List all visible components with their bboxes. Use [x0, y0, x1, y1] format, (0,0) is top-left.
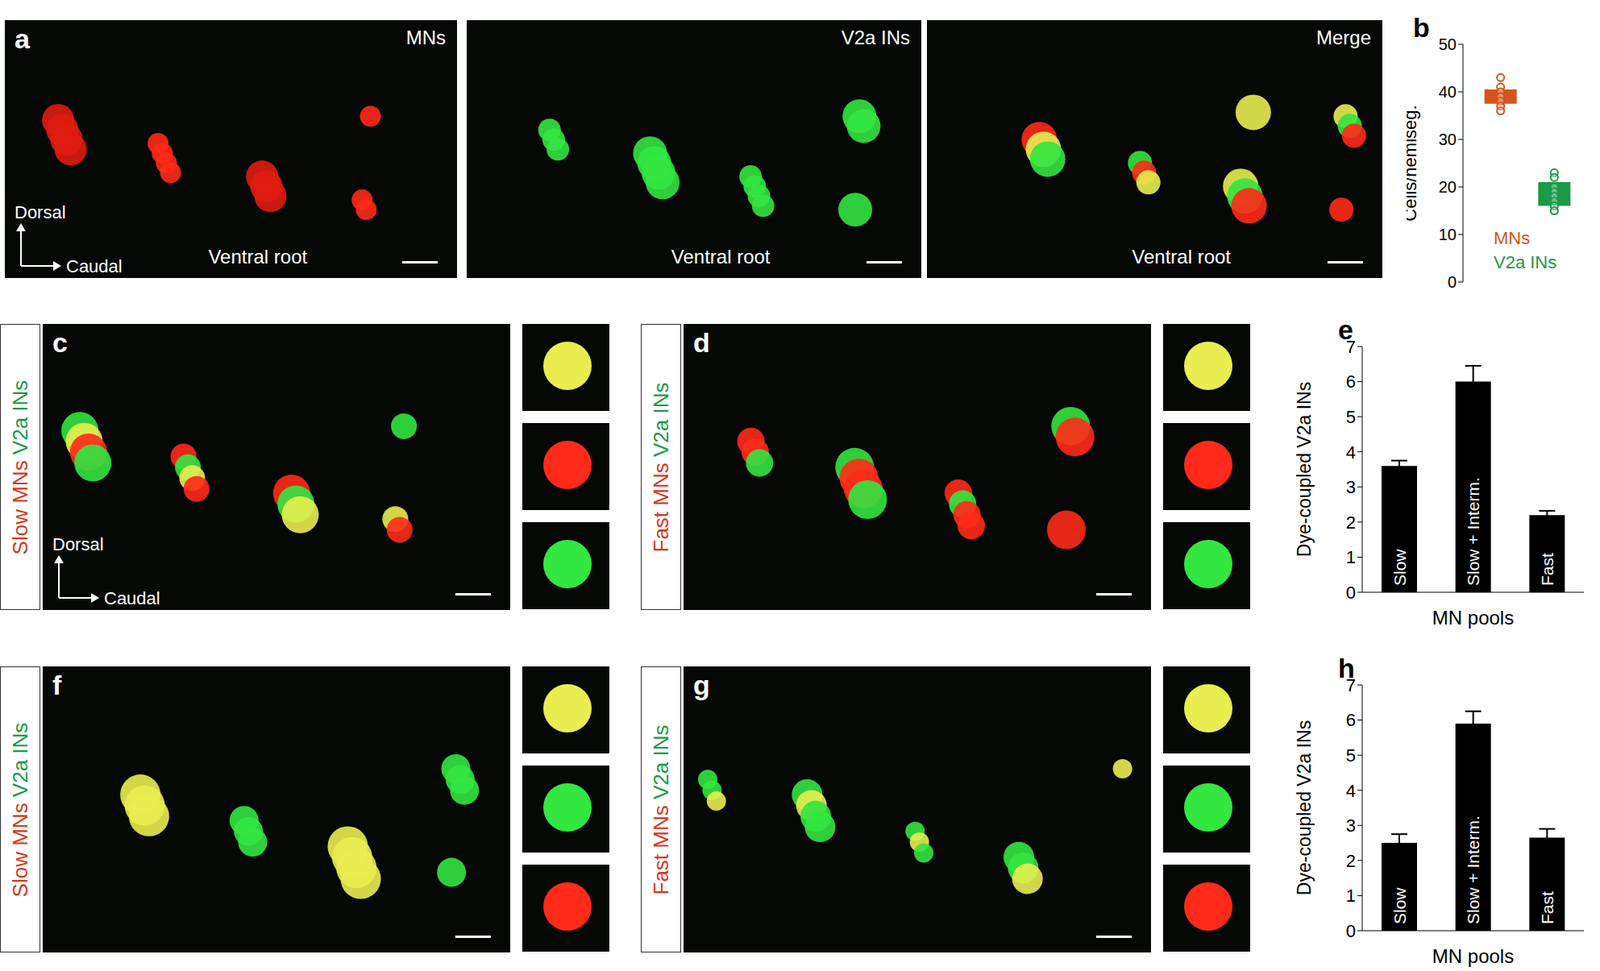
svg-text:3: 3	[1346, 477, 1356, 498]
svg-text:6: 6	[1346, 710, 1356, 731]
svg-text:0: 0	[1346, 582, 1356, 603]
svg-text:Dye-coupled V2a INs: Dye-coupled V2a INs	[1293, 720, 1315, 896]
svg-text:7: 7	[1346, 675, 1356, 696]
svg-text:1: 1	[1346, 885, 1356, 906]
svg-text:7: 7	[1346, 336, 1356, 358]
svg-text:6: 6	[1346, 371, 1356, 392]
svg-text:Fast: Fast	[1537, 891, 1557, 925]
svg-text:Dorsal: Dorsal	[52, 534, 104, 555]
svg-text:Dorsal: Dorsal	[14, 202, 67, 223]
svg-text:Dye-coupled V2a INs: Dye-coupled V2a INs	[1293, 382, 1315, 557]
svg-text:10: 10	[1438, 225, 1457, 244]
svg-text:2: 2	[1346, 512, 1356, 533]
svg-text:4: 4	[1346, 781, 1356, 802]
svg-text:MN pools: MN pools	[1432, 945, 1514, 968]
svg-text:Cells/hemiseg.: Cells/hemiseg.	[1406, 104, 1421, 221]
svg-text:Caudal: Caudal	[103, 588, 161, 609]
svg-text:1: 1	[1346, 547, 1356, 568]
svg-text:5: 5	[1346, 745, 1356, 766]
svg-text:20: 20	[1438, 178, 1457, 196]
svg-text:40: 40	[1438, 83, 1457, 101]
svg-text:30: 30	[1438, 130, 1457, 149]
svg-text:3: 3	[1346, 815, 1356, 836]
svg-text:Slow + Interm.: Slow + Interm.	[1463, 477, 1483, 586]
svg-text:Fast: Fast	[1537, 552, 1557, 586]
svg-text:0: 0	[1447, 273, 1457, 291]
svg-text:MN pools: MN pools	[1432, 606, 1514, 629]
svg-text:4: 4	[1346, 442, 1356, 463]
svg-text:Slow: Slow	[1390, 548, 1409, 586]
svg-text:2: 2	[1346, 851, 1356, 872]
svg-text:0: 0	[1346, 921, 1356, 942]
svg-text:Caudal: Caudal	[66, 256, 123, 277]
svg-text:Slow: Slow	[1390, 887, 1409, 925]
svg-text:Slow + Interm.: Slow + Interm.	[1463, 815, 1483, 925]
svg-text:50: 50	[1438, 35, 1457, 54]
svg-text:5: 5	[1346, 407, 1356, 428]
